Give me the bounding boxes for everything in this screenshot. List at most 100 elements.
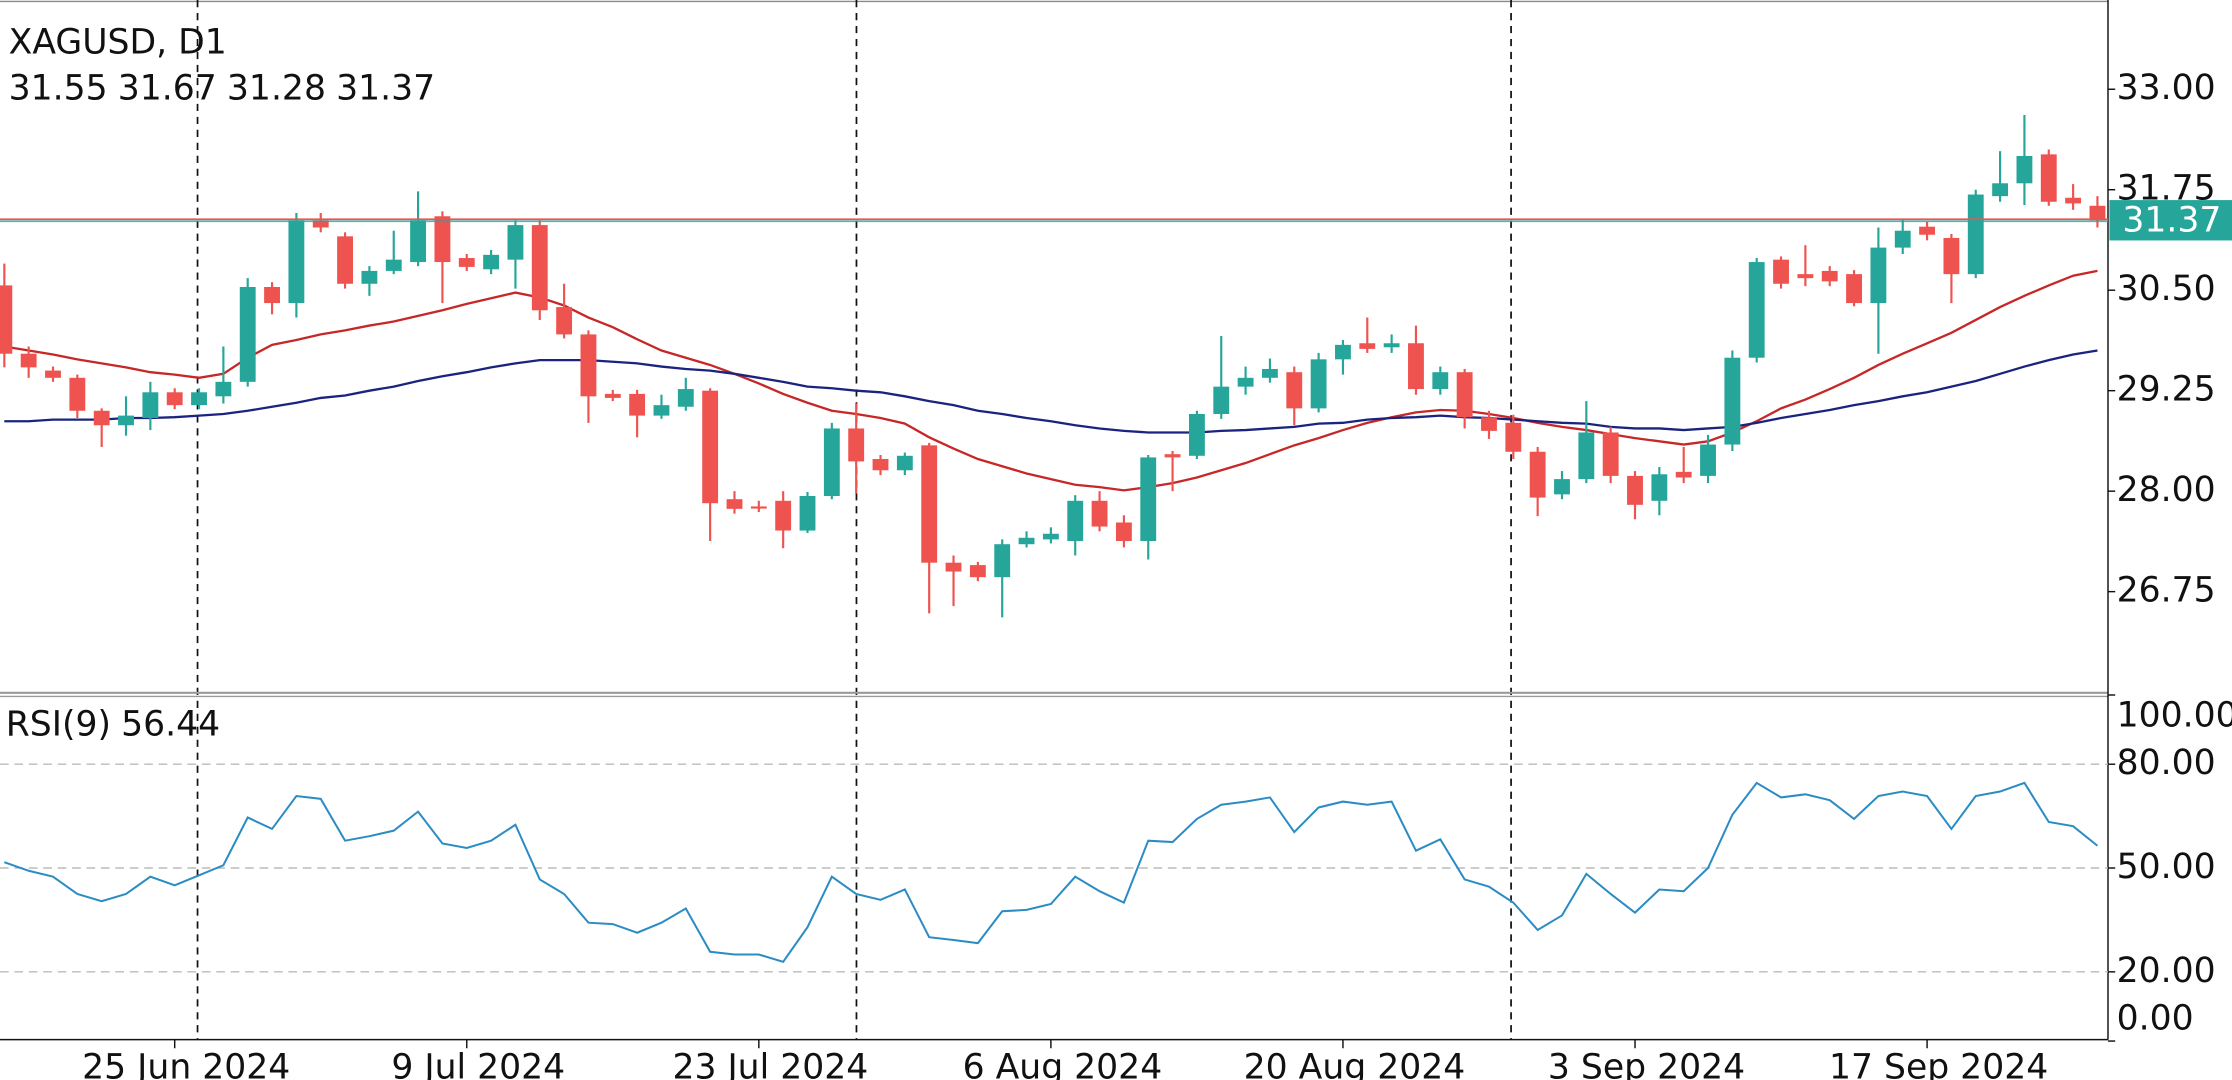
- x-tick-label: 17 Sep 2024: [1829, 1047, 2048, 1080]
- y-tick-label: 28.00: [2117, 470, 2216, 510]
- candle-body: [1383, 343, 1400, 348]
- y-tick-label: 50.00: [2117, 847, 2216, 887]
- candle-body: [45, 370, 61, 378]
- candle-body: [921, 445, 938, 563]
- candle-body: [580, 334, 597, 397]
- ohlc-header: 31.55 31.67 31.28 31.37: [9, 68, 435, 108]
- y-tick-label: 26.75: [2117, 571, 2216, 611]
- x-tick-label: 9 Jul 2024: [391, 1047, 565, 1080]
- candle-body: [239, 286, 256, 382]
- candle-body: [1505, 422, 1522, 452]
- y-tick-label: 0.00: [2117, 998, 2194, 1038]
- candle-body: [629, 393, 646, 416]
- candle-body: [872, 459, 889, 471]
- candle-body: [994, 544, 1011, 578]
- y-tick-label: 29.25: [2117, 370, 2216, 410]
- candle-body: [1846, 274, 1862, 304]
- x-tick-label: 23 Jul 2024: [672, 1047, 868, 1080]
- candle-body: [1797, 274, 1814, 279]
- candle-body: [191, 392, 207, 406]
- candle-body: [118, 415, 134, 426]
- candle-body: [1335, 344, 1351, 360]
- candle-body: [0, 285, 13, 354]
- candle-body: [1748, 262, 1765, 358]
- y-tick-label: 33.00: [2117, 68, 2216, 108]
- candle-body: [848, 428, 865, 462]
- candle-body: [2040, 154, 2057, 202]
- candle-body: [1602, 432, 1619, 476]
- candle-body: [1140, 457, 1157, 541]
- candle-body: [1578, 432, 1595, 480]
- y-tick-label: 20.00: [2117, 951, 2216, 991]
- candle-body: [1700, 444, 1716, 476]
- candle-body: [531, 225, 548, 311]
- candle-body: [215, 381, 232, 397]
- candle-body: [1359, 343, 1376, 349]
- candle-body: [2065, 197, 2082, 204]
- candle-body: [1042, 533, 1059, 540]
- candle-body: [702, 390, 719, 504]
- ohlc-value: 31.55: [9, 68, 108, 108]
- candle-body: [1286, 372, 1303, 409]
- candle-body: [1627, 475, 1643, 505]
- candle-body: [69, 377, 86, 411]
- candle-body: [799, 495, 816, 531]
- candle-body: [726, 499, 743, 509]
- candle-body: [1773, 259, 1789, 284]
- candle-body: [288, 220, 305, 304]
- candle-body: [653, 405, 670, 416]
- x-tick-label: 25 Jun 2024: [82, 1047, 290, 1080]
- indicator-title: RSI(9) 56.44: [6, 704, 220, 744]
- candle-body: [1870, 247, 1887, 304]
- candle-body: [1262, 368, 1278, 378]
- candle-body: [410, 220, 427, 263]
- candle-body: [2089, 205, 2106, 221]
- candle-body: [750, 506, 767, 509]
- candle-body: [896, 455, 913, 471]
- candle-body: [1188, 413, 1205, 456]
- candle-body: [142, 392, 159, 419]
- plot: [0, 88, 2116, 1049]
- candle-body: [1529, 451, 1546, 498]
- candle-body: [1067, 500, 1084, 541]
- rsi-line: [3, 781, 2099, 963]
- candle-body: [385, 259, 402, 271]
- candle-body: [604, 393, 621, 398]
- candle-body: [1919, 226, 1936, 235]
- candle-body: [1213, 386, 1230, 414]
- candle-body: [945, 562, 962, 572]
- price-tag: [2109, 200, 2232, 241]
- chart-title: XAGUSD, D1: [9, 22, 227, 62]
- candle-body: [264, 286, 280, 304]
- x-tick-label: 3 Sep 2024: [1548, 1047, 1745, 1080]
- candle-body: [2016, 155, 2033, 184]
- candle-body: [1943, 237, 1960, 275]
- candle-body: [1456, 372, 1473, 418]
- candle-body: [1481, 417, 1497, 431]
- y-tick-label: 30.50: [2117, 269, 2216, 309]
- candle-body: [775, 500, 792, 531]
- y-tick-label: 100.00: [2117, 696, 2232, 736]
- candle-body: [361, 270, 378, 284]
- indicator-value: 56.44: [121, 704, 220, 744]
- price-tag-label: 31.37: [2122, 201, 2221, 241]
- candle-body: [1408, 343, 1424, 390]
- candle-body: [20, 353, 37, 368]
- candle-body: [458, 258, 475, 267]
- candle-body: [1091, 500, 1108, 527]
- candle-body: [1310, 359, 1327, 409]
- candle-body: [1967, 194, 1984, 275]
- candle-body: [823, 428, 840, 496]
- candle-body: [1237, 377, 1254, 387]
- candle-body: [337, 236, 353, 284]
- x-tick-label: 6 Aug 2024: [963, 1047, 1163, 1080]
- indicator-name: RSI(9): [6, 704, 111, 744]
- candle-body: [312, 220, 329, 228]
- candle-body: [556, 307, 573, 335]
- candle-body: [1164, 454, 1181, 458]
- ohlc-value: 31.28: [227, 68, 326, 108]
- y-tick-label: 80.00: [2117, 743, 2216, 783]
